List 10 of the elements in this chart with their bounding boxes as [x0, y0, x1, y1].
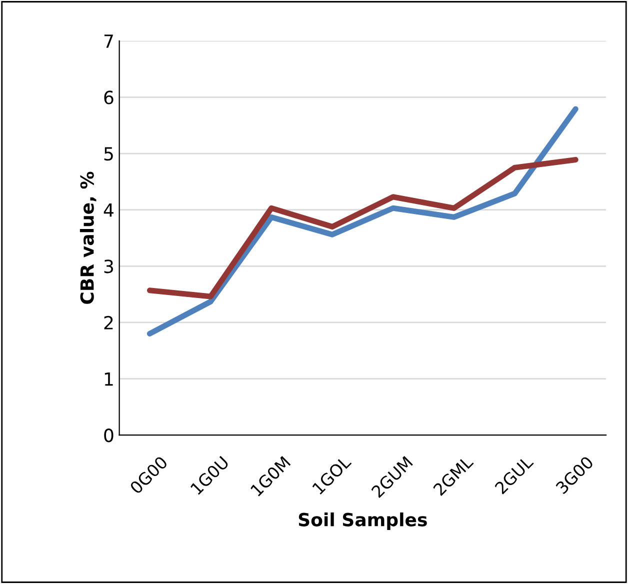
y-tick-label: 4	[104, 204, 114, 217]
y-axis-title: CBR value, %	[80, 172, 96, 304]
y-tick-label: 2	[104, 316, 113, 330]
y-tick-label: 5	[104, 147, 113, 161]
y-tick-label: 3	[104, 260, 114, 274]
y-tick-label: 1	[104, 372, 113, 386]
y-tick-label: 6	[104, 90, 114, 104]
y-tick-label: 0	[104, 428, 114, 442]
y-tick-label: 7	[104, 34, 113, 48]
x-axis-title: Soil Samples	[298, 512, 427, 530]
